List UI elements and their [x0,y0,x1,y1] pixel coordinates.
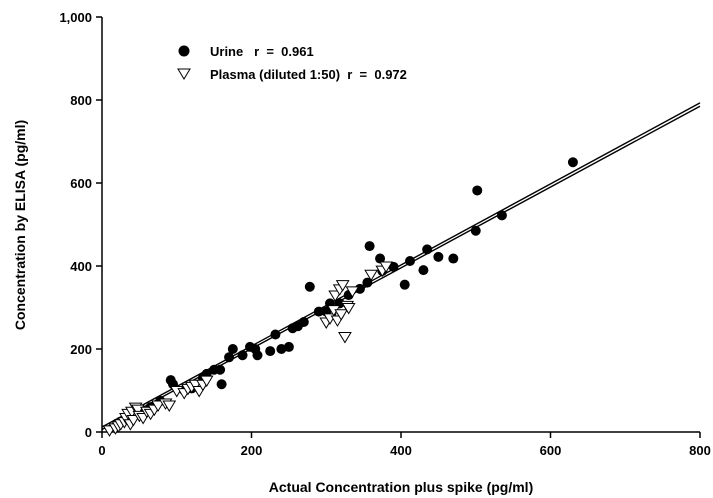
urine-point [362,277,373,288]
y-tick-label: 200 [70,342,92,357]
urine-point [448,253,459,264]
plasma-point [335,280,350,292]
plasma-point [126,415,141,427]
legend-plasma-label: Plasma (diluted 1:50) r = 0.972 [210,67,407,82]
regression-line-urine [101,102,701,428]
urine-point [567,157,578,168]
urine-point [375,253,386,264]
urine-point [252,350,263,361]
plasma-point [345,286,360,298]
urine-point [354,283,365,294]
urine-point [227,344,238,354]
urine-point [313,306,324,317]
plasma-point [199,375,214,388]
urine-point [399,279,410,290]
urine-point [404,256,415,267]
plasma-point [328,290,343,303]
x-axis-title: Actual Concentration plus spike (pg/ml) [269,479,533,495]
legend-urine-marker [178,45,190,57]
legend-urine-label: Urine r = 0.961 [210,44,314,59]
plasma-point [338,332,352,344]
urine-point [470,225,481,236]
plasma-point [334,309,349,321]
urine-point [216,379,227,390]
urine-point [283,341,294,352]
urine-point [265,346,276,357]
y-tick-label: 1,000 [59,10,92,25]
x-tick-label: 200 [241,443,263,458]
y-axis-title: Concentration by ELISA (pg/ml) [12,120,28,330]
y-tick-label: 0 [85,425,92,440]
urine-point [422,244,433,255]
urine-point [215,364,226,375]
x-tick-label: 0 [98,443,105,458]
urine-point [304,281,315,292]
urine-point [496,210,507,221]
urine-point [433,251,444,262]
urine-point [472,185,483,196]
data-points [102,157,578,437]
legend: Urine r = 0.961 Plasma (diluted 1:50) r … [177,44,407,82]
plasma-point [162,400,177,412]
urine-point [224,352,235,363]
plasma-point [379,261,393,273]
x-tick-label: 400 [390,443,412,458]
plasma-point [151,400,165,412]
urine-point [298,317,309,328]
plasma-point [341,303,356,315]
urine-point [418,265,429,276]
urine-point [270,329,281,340]
y-tick-label: 800 [70,93,92,108]
x-tick-label: 800 [689,443,711,458]
urine-point [364,241,375,252]
y-tick-label: 400 [70,259,92,274]
x-tick-label: 600 [540,443,562,458]
legend-plasma-marker [177,68,191,80]
axis-ticks: 0 200 400 600 800 0 200 400 600 800 1,000 [59,10,710,458]
y-tick-label: 600 [70,176,92,191]
urine-point [237,350,248,361]
plasma-point [364,269,378,282]
